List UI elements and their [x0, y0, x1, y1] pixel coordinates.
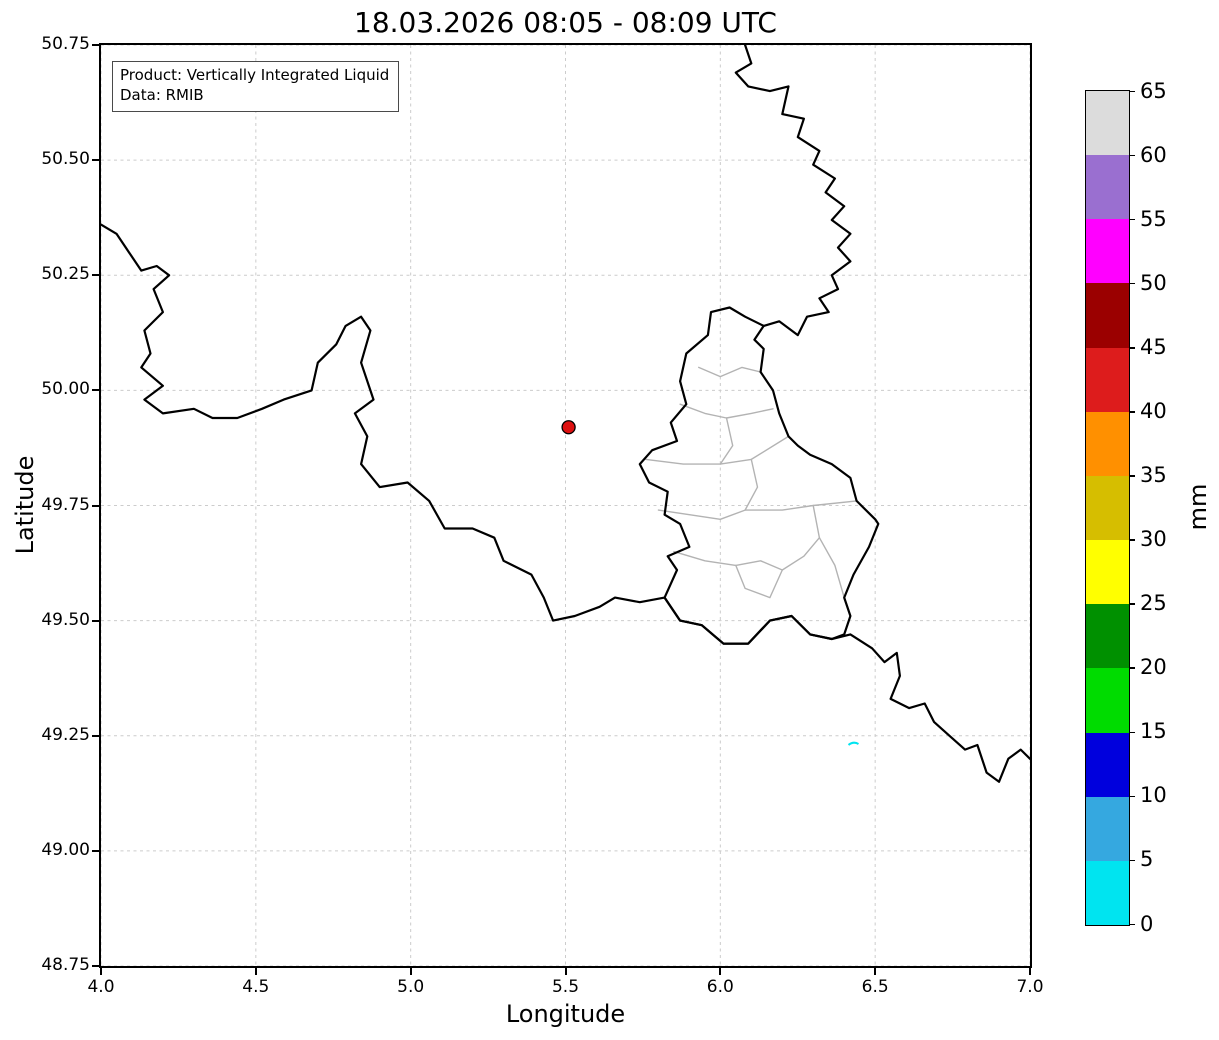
colorbar-tick-mark: [1130, 923, 1135, 926]
colorbar-segment: [1086, 347, 1129, 412]
region-border-line: [744, 458, 759, 511]
country-border-line: [101, 223, 1030, 783]
region-border-line: [812, 504, 845, 599]
colorbar-tick-label: 55: [1140, 206, 1167, 231]
colorbar-tick-mark: [1130, 603, 1135, 605]
colorbar-segment: [1086, 732, 1129, 797]
region-border-line: [645, 435, 790, 465]
y-tick-label: 50.25: [41, 264, 90, 285]
country-border-line: [638, 306, 880, 645]
x-axis-label: Longitude: [505, 1000, 626, 1028]
colorbar: [1085, 90, 1130, 926]
region-border-line: [735, 564, 783, 599]
region-border-line: [673, 537, 821, 571]
region-border-line: [657, 500, 858, 520]
colorbar-segment: [1086, 283, 1129, 348]
colorbar-tick-label: 15: [1140, 719, 1167, 744]
annotation-product-line: Product: Vertically Integrated Liquid: [120, 66, 390, 84]
map-plot-area: Product: Vertically Integrated Liquid Da…: [99, 43, 1032, 968]
x-tick-label: 6.0: [706, 977, 734, 997]
region-border-line: [679, 403, 774, 419]
plot-title: 18.03.2026 08:05 - 08:09 UTC: [354, 6, 777, 39]
x-tick-label: 5.0: [397, 977, 425, 997]
region-border-line: [698, 366, 762, 378]
y-tick-mark: [92, 965, 99, 967]
colorbar-segment: [1086, 796, 1129, 861]
region-border-line: [719, 417, 734, 465]
x-tick-label: 5.5: [551, 977, 580, 997]
colorbar-tick-mark: [1130, 411, 1135, 413]
x-tick-mark: [254, 968, 257, 975]
x-tick-label: 7.0: [1016, 977, 1044, 997]
colorbar-tick-label: 0: [1140, 911, 1154, 936]
colorbar-tick-mark: [1130, 539, 1135, 541]
y-tick-label: 49.50: [41, 609, 90, 630]
colorbar-tick-mark: [1130, 731, 1135, 734]
colorbar-segment: [1086, 411, 1129, 476]
y-tick-label: 50.00: [41, 379, 90, 400]
y-tick-mark: [92, 619, 99, 622]
radar-echo-speck: [847, 741, 860, 746]
radar-echo-marker: [561, 420, 576, 435]
colorbar-segment: [1086, 155, 1129, 220]
product-annotation-box: Product: Vertically Integrated Liquid Da…: [112, 61, 400, 112]
colorbar-tick-mark: [1130, 795, 1135, 798]
colorbar-tick-label: 40: [1140, 398, 1167, 423]
colorbar-tick-label: 60: [1140, 142, 1167, 167]
colorbar-segment: [1086, 604, 1129, 669]
y-tick-label: 49.00: [41, 839, 90, 860]
y-tick-mark: [92, 44, 99, 46]
x-tick-label: 4.5: [242, 977, 270, 997]
colorbar-tick-label: 35: [1140, 462, 1167, 487]
y-tick-label: 49.25: [41, 724, 90, 745]
y-tick-mark: [92, 389, 99, 392]
y-tick-label: 50.50: [41, 149, 90, 170]
colorbar-segment: [1086, 91, 1129, 156]
colorbar-segment: [1086, 540, 1129, 605]
colorbar-tick-mark: [1130, 859, 1135, 862]
colorbar-segment: [1086, 219, 1129, 284]
x-tick-mark: [719, 968, 722, 975]
y-tick-mark: [92, 734, 99, 737]
map-canvas: [101, 45, 1030, 966]
colorbar-tick-mark: [1130, 218, 1135, 221]
colorbar-tick-mark: [1130, 282, 1135, 285]
colorbar-segment: [1086, 475, 1129, 541]
country-border-line: [734, 45, 852, 337]
y-tick-label: 49.75: [41, 494, 90, 515]
colorbar-tick-mark: [1130, 475, 1135, 477]
x-tick-label: 6.5: [861, 977, 889, 997]
y-tick-mark: [92, 504, 99, 507]
colorbar-tick-label: 45: [1140, 334, 1167, 359]
x-tick-mark: [100, 968, 102, 975]
y-tick-mark: [92, 159, 99, 162]
colorbar-tick-mark: [1130, 90, 1135, 93]
x-tick-label: 4.0: [87, 977, 115, 997]
colorbar-segment: [1086, 668, 1129, 733]
x-tick-mark: [1029, 968, 1031, 975]
x-tick-mark: [874, 968, 877, 975]
colorbar-segment: [1086, 860, 1129, 926]
y-tick-mark: [92, 274, 99, 277]
colorbar-tick-label: 10: [1140, 783, 1167, 808]
x-tick-mark: [409, 968, 412, 975]
colorbar-unit-label: mm: [1184, 483, 1212, 531]
x-tick-mark: [564, 968, 567, 975]
colorbar-tick-label: 20: [1140, 655, 1167, 680]
colorbar-tick-mark: [1130, 667, 1135, 669]
y-tick-label: 50.75: [41, 34, 90, 54]
colorbar-tick-mark: [1130, 154, 1135, 157]
colorbar-tick-label: 5: [1140, 847, 1154, 872]
colorbar-tick-label: 30: [1140, 527, 1167, 552]
annotation-data-line: Data: RMIB: [120, 86, 204, 105]
y-tick-mark: [92, 849, 99, 852]
colorbar-tick-label: 50: [1140, 270, 1167, 295]
y-tick-label: 48.75: [41, 955, 90, 975]
colorbar-tick-label: 25: [1140, 591, 1167, 616]
colorbar-tick-label: 65: [1140, 78, 1167, 103]
colorbar-tick-mark: [1130, 347, 1135, 349]
